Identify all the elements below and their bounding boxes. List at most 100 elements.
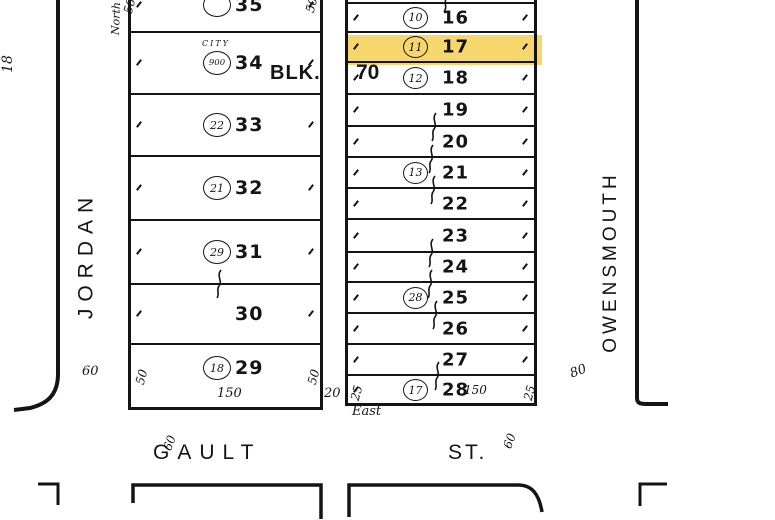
survey-tick xyxy=(522,263,528,270)
lot-row-28[interactable]: 17 28 xyxy=(348,376,534,404)
lot-row-29[interactable]: 18 29 xyxy=(131,345,320,407)
break-mark xyxy=(440,0,450,18)
survey-tick xyxy=(353,106,359,113)
street-name-owensmouth: OWENSMOUTH xyxy=(600,171,621,353)
lot-row-35[interactable]: 35 xyxy=(131,0,320,33)
survey-tick xyxy=(522,324,528,332)
survey-tick xyxy=(522,13,528,21)
survey-tick xyxy=(353,293,359,301)
lot-number: 33 xyxy=(235,114,264,136)
lot-key-circle: 29 xyxy=(203,240,231,264)
lot-key-circle: 12 xyxy=(403,67,428,89)
lot-row-34[interactable]: 900 34 xyxy=(131,33,320,95)
lot-row-33[interactable]: 22 33 xyxy=(131,95,320,157)
lot-number: 30 xyxy=(235,303,264,325)
lot-number: 25 xyxy=(442,287,470,308)
survey-tick xyxy=(522,168,528,176)
lot-row-32[interactable]: 21 32 xyxy=(131,157,320,221)
survey-tick xyxy=(522,293,528,301)
survey-tick xyxy=(136,59,142,66)
lot-number: 35 xyxy=(235,0,264,16)
lot-number: 31 xyxy=(235,241,264,263)
selected-parcel-highlight[interactable] xyxy=(345,35,542,65)
city-label: CITY xyxy=(202,39,230,48)
north-label: North xyxy=(108,1,124,36)
dim-150-east: 150 xyxy=(464,383,487,397)
break-mark xyxy=(425,144,437,179)
lot-key-circle: 10 xyxy=(403,6,428,29)
lot-row-20[interactable]: 20 xyxy=(348,127,534,158)
lot-key-circle: 22 xyxy=(203,113,231,137)
survey-tick xyxy=(353,199,359,207)
break-mark xyxy=(425,238,437,273)
survey-tick xyxy=(353,168,359,176)
survey-tick xyxy=(136,184,142,191)
lot-row-25[interactable]: 28 25 xyxy=(348,283,534,314)
lot-row-23[interactable]: 23 xyxy=(348,220,534,253)
survey-tick xyxy=(522,74,528,81)
lot-key-circle: 17 xyxy=(403,379,428,401)
survey-tick xyxy=(308,248,314,255)
lot-key-circle: 21 xyxy=(203,176,231,200)
survey-tick xyxy=(136,248,142,255)
lot-row-21[interactable]: 13 21 xyxy=(348,158,534,189)
lot-number: 26 xyxy=(442,318,470,339)
lot-row-27[interactable]: 27 xyxy=(348,345,534,376)
lot-number: 16 xyxy=(442,7,470,28)
dim-alley-20: 20 xyxy=(324,386,341,401)
blk-label: BLK. xyxy=(270,62,321,84)
dim-150-west: 150 xyxy=(217,386,242,401)
street-name-jordan: JORDAN xyxy=(74,190,98,320)
break-mark xyxy=(428,112,440,147)
lot-key-circle: 13 xyxy=(403,161,428,184)
lot-number: 29 xyxy=(235,357,264,379)
lot-row-16[interactable]: 10 16 xyxy=(348,4,534,33)
survey-tick xyxy=(308,184,314,191)
lot-row-24[interactable]: 24 xyxy=(348,253,534,283)
break-mark xyxy=(429,300,441,335)
lot-number: 20 xyxy=(442,131,470,152)
lot-number: 18 xyxy=(442,67,470,89)
lot-number: 21 xyxy=(442,162,470,183)
lot-key-circle xyxy=(203,0,231,17)
street-name-gault: GAULT xyxy=(153,441,262,464)
lot-number: 24 xyxy=(442,256,470,278)
survey-tick xyxy=(136,310,142,317)
break-mark xyxy=(213,269,225,304)
survey-tick xyxy=(353,263,359,270)
lot-row-31[interactable]: 29 31 xyxy=(131,221,320,285)
survey-tick xyxy=(353,231,359,239)
break-mark xyxy=(427,175,439,210)
east-label: East xyxy=(352,404,382,419)
survey-tick xyxy=(522,106,528,113)
lot-row-19[interactable]: 19 xyxy=(348,95,534,127)
lot-key-circle: 900 xyxy=(203,51,231,75)
dim-jordan-60: 60 xyxy=(82,364,99,379)
lot-number: 23 xyxy=(442,225,470,246)
survey-tick xyxy=(522,355,528,363)
survey-tick xyxy=(308,310,314,317)
survey-tick xyxy=(522,199,528,207)
lot-number: 22 xyxy=(442,193,470,214)
survey-tick xyxy=(353,13,359,21)
survey-tick xyxy=(136,121,142,128)
west-block: 35 900 34 22 33 21 32 29 31 xyxy=(128,0,323,410)
break-mark xyxy=(431,361,443,396)
lot-number: 34 xyxy=(235,52,264,74)
break-mark xyxy=(424,269,436,304)
lot-row-18[interactable]: 12 18 xyxy=(348,63,534,95)
lot-number: 27 xyxy=(442,349,470,370)
lot-key-circle: 18 xyxy=(203,356,231,380)
survey-tick xyxy=(353,355,359,363)
lot-row-26[interactable]: 26 xyxy=(348,314,534,345)
survey-tick xyxy=(308,121,314,128)
dim-left-edge-18: 18 xyxy=(0,55,16,73)
street-name-st: ST. xyxy=(448,441,488,464)
survey-tick xyxy=(522,231,528,239)
lot-row-22[interactable]: 22 xyxy=(348,189,534,220)
lot-number: 19 xyxy=(442,99,470,121)
block-number: 70 xyxy=(356,61,380,84)
lot-row-30[interactable]: 30 xyxy=(131,285,320,345)
